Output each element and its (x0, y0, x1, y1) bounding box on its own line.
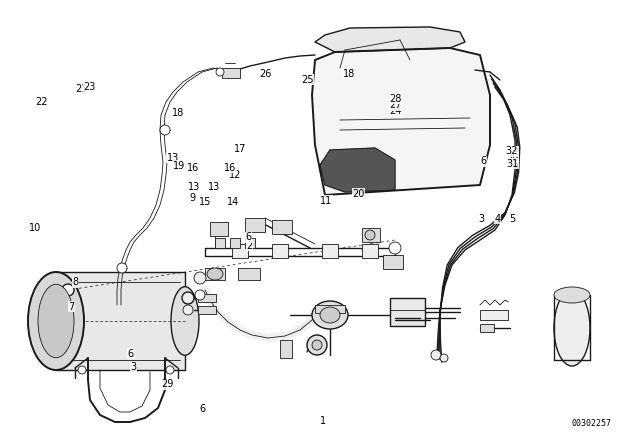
Text: 13: 13 (166, 153, 179, 163)
Text: 9: 9 (189, 193, 195, 203)
Polygon shape (312, 48, 490, 195)
Text: 31: 31 (506, 159, 518, 169)
Circle shape (389, 242, 401, 254)
Circle shape (194, 272, 206, 284)
Circle shape (166, 366, 174, 374)
Bar (272, 244, 288, 258)
Circle shape (195, 290, 205, 300)
Text: 27: 27 (389, 100, 402, 110)
Ellipse shape (320, 307, 340, 323)
Text: 16: 16 (187, 163, 200, 173)
Circle shape (365, 230, 375, 240)
Text: 5: 5 (509, 214, 515, 224)
Bar (210, 222, 228, 236)
Text: 20: 20 (352, 189, 365, 198)
Text: 2: 2 (246, 241, 253, 250)
Bar (280, 340, 292, 358)
Text: 18: 18 (342, 69, 355, 79)
Circle shape (307, 335, 327, 355)
Ellipse shape (28, 272, 84, 370)
Bar (245, 238, 255, 248)
Text: 24: 24 (389, 106, 402, 116)
Ellipse shape (38, 284, 74, 358)
Text: 1: 1 (320, 416, 326, 426)
Bar (232, 244, 248, 258)
Bar (56, 272, 185, 370)
Bar (480, 310, 508, 320)
Bar (390, 298, 425, 326)
Text: 14: 14 (227, 198, 239, 207)
Circle shape (216, 68, 224, 76)
Circle shape (62, 284, 74, 296)
Text: 6: 6 (481, 156, 487, 166)
Bar (245, 218, 265, 232)
Text: 21: 21 (76, 84, 88, 94)
Text: 26: 26 (259, 69, 272, 79)
Text: 18: 18 (172, 108, 184, 118)
Bar (322, 244, 338, 258)
Text: 22: 22 (35, 97, 48, 107)
Text: 32: 32 (506, 146, 518, 156)
Bar (238, 268, 260, 280)
Text: 3: 3 (130, 362, 136, 372)
Text: 13: 13 (207, 182, 220, 192)
Polygon shape (315, 27, 465, 52)
Text: 7: 7 (68, 302, 75, 312)
Text: 12: 12 (229, 170, 242, 180)
Circle shape (431, 350, 441, 360)
Bar (205, 268, 225, 280)
Text: 30: 30 (506, 153, 518, 163)
Bar (362, 228, 380, 242)
Text: 8: 8 (72, 277, 79, 287)
Circle shape (78, 366, 86, 374)
Bar (272, 220, 292, 234)
Text: 6: 6 (127, 349, 134, 359)
Polygon shape (320, 148, 395, 192)
Circle shape (160, 125, 170, 135)
Bar (480, 324, 494, 332)
Ellipse shape (554, 290, 590, 366)
Text: 25: 25 (301, 75, 314, 85)
Text: 6: 6 (245, 233, 252, 242)
Text: 19: 19 (173, 161, 186, 171)
Circle shape (440, 354, 448, 362)
Text: 17: 17 (234, 144, 246, 154)
Ellipse shape (554, 287, 590, 303)
Text: 28: 28 (389, 94, 402, 103)
Text: 6: 6 (199, 404, 205, 414)
Bar (383, 255, 403, 269)
Text: 10: 10 (29, 223, 42, 233)
Text: 29: 29 (161, 379, 174, 389)
Text: 11: 11 (320, 196, 333, 206)
Circle shape (183, 305, 193, 315)
Text: 4: 4 (495, 214, 501, 224)
Ellipse shape (171, 287, 199, 355)
Text: 00302257: 00302257 (571, 419, 611, 428)
Circle shape (117, 263, 127, 273)
Text: 3: 3 (478, 214, 484, 224)
Bar (362, 244, 378, 258)
Bar (315, 305, 345, 313)
Bar (222, 68, 240, 78)
Text: 16: 16 (224, 163, 237, 173)
Bar (198, 306, 216, 314)
Bar (198, 294, 216, 302)
Bar (215, 238, 225, 248)
Bar (230, 238, 240, 248)
Text: 13: 13 (188, 182, 200, 192)
Circle shape (312, 340, 322, 350)
Text: 15: 15 (198, 198, 211, 207)
Text: 23: 23 (83, 82, 96, 92)
Ellipse shape (207, 268, 223, 280)
Ellipse shape (312, 301, 348, 329)
Circle shape (182, 292, 194, 304)
